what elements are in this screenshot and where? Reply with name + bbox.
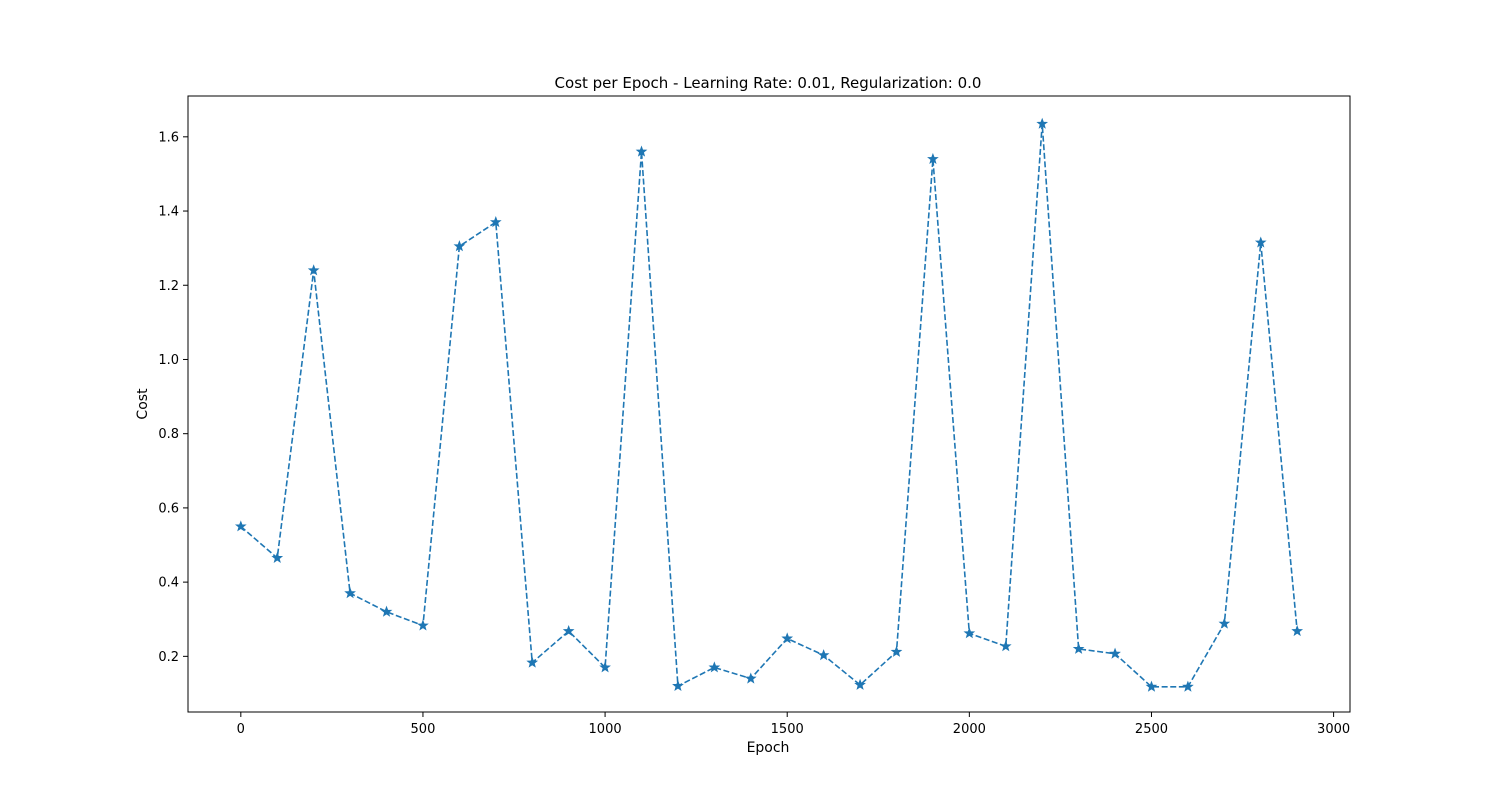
y-tick-label: 1.4 — [158, 205, 179, 220]
data-point-marker — [999, 640, 1012, 652]
x-tick-label: 2500 — [1135, 722, 1168, 737]
data-point-marker — [380, 605, 393, 617]
y-tick-label: 0.6 — [158, 501, 179, 516]
data-point-marker — [1182, 680, 1194, 692]
data-point-marker — [599, 661, 611, 673]
y-tick-label: 1.0 — [158, 353, 179, 368]
x-tick-label: 0 — [237, 722, 245, 737]
x-tick-label: 3000 — [1317, 722, 1350, 737]
data-point-marker — [1072, 642, 1085, 654]
data-point-marker — [489, 216, 502, 228]
y-axis-label: Cost — [135, 388, 151, 420]
data-point-marker — [635, 145, 648, 157]
data-point-marker — [817, 649, 830, 661]
x-tick-label: 2000 — [953, 722, 986, 737]
data-point-marker — [963, 627, 976, 639]
data-point-marker — [417, 619, 429, 631]
chart-title: Cost per Epoch - Learning Rate: 0.01, Re… — [555, 74, 982, 92]
x-tick-label: 1000 — [589, 722, 622, 737]
data-point-marker — [1109, 647, 1121, 659]
y-tick-label: 0.4 — [158, 576, 179, 591]
x-tick-label: 1500 — [771, 722, 804, 737]
data-point-marker — [672, 679, 684, 691]
data-point-marker — [781, 632, 794, 644]
data-point-marker — [526, 656, 539, 668]
y-tick-label: 0.2 — [158, 650, 179, 665]
y-tick-label: 1.6 — [158, 130, 179, 145]
plot-area — [234, 117, 1304, 692]
x-axis: 0 500 1000 1500 2000 2500 3000 — [237, 712, 1350, 737]
data-point-marker — [271, 551, 284, 563]
data-point-marker — [1218, 617, 1231, 629]
data-point-marker — [344, 587, 356, 599]
data-point-marker — [1145, 680, 1158, 692]
y-tick-label: 1.2 — [158, 279, 179, 294]
data-point-marker — [562, 624, 575, 637]
data-point-marker — [453, 240, 466, 252]
data-point-marker — [927, 152, 939, 165]
data-point-marker — [307, 264, 320, 276]
x-axis-label: Epoch — [747, 740, 790, 756]
data-point-marker — [890, 645, 903, 657]
data-point-marker — [744, 672, 757, 684]
data-point-marker — [854, 678, 866, 690]
x-tick-label: 500 — [411, 722, 436, 737]
data-point-marker — [1291, 624, 1304, 637]
series-line — [240, 123, 1298, 688]
data-point-marker — [708, 661, 721, 673]
data-point-marker — [1254, 236, 1267, 248]
y-axis: 0.2 0.4 0.6 0.8 1.0 1.2 1.4 1.6 — [158, 130, 188, 665]
y-tick-label: 0.8 — [158, 427, 179, 442]
data-point-marker — [1036, 117, 1049, 129]
axes-frame — [187, 95, 1351, 713]
data-point-marker — [234, 520, 247, 532]
